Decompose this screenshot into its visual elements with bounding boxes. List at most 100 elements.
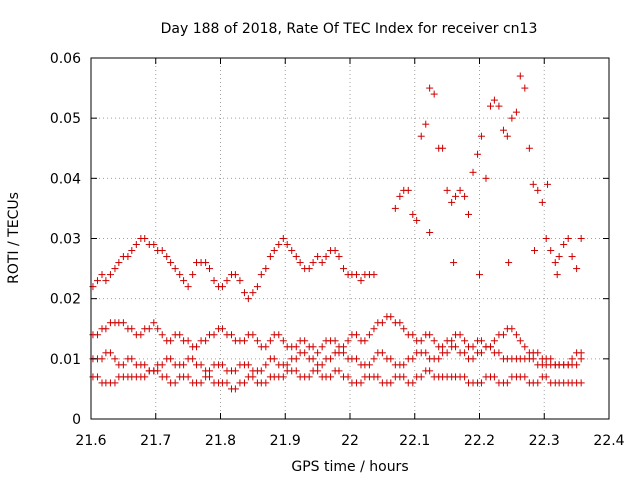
data-point	[547, 355, 555, 363]
data-point	[111, 379, 119, 387]
data-point	[543, 180, 551, 188]
x-axis-label: GPS time / hours	[291, 459, 408, 475]
data-point	[487, 102, 495, 110]
data-point	[344, 373, 352, 381]
data-point	[184, 373, 192, 381]
data-point	[426, 228, 434, 236]
x-tick-label: 22.1	[399, 433, 430, 449]
data-point	[150, 319, 158, 327]
data-point	[205, 367, 213, 375]
data-point	[93, 373, 101, 381]
data-point	[555, 253, 563, 261]
data-point	[119, 361, 127, 369]
data-point	[340, 349, 348, 357]
data-point	[193, 343, 201, 351]
data-point	[257, 367, 265, 375]
data-point	[352, 355, 360, 363]
data-point	[396, 192, 404, 200]
data-point	[262, 265, 270, 273]
data-point	[236, 277, 244, 285]
data-point	[450, 259, 458, 267]
data-point	[197, 361, 205, 369]
data-point	[167, 355, 175, 363]
data-point	[422, 120, 430, 128]
data-point	[145, 325, 153, 333]
data-point	[560, 241, 568, 249]
x-tick-label: 21.9	[270, 433, 301, 449]
data-point	[477, 349, 485, 357]
data-point	[314, 349, 322, 357]
data-point	[477, 379, 485, 387]
data-point	[461, 373, 469, 381]
data-point	[98, 355, 106, 363]
data-point	[141, 235, 149, 242]
y-tick-labels: 0 0.01 0.02 0.03 0.04 0.05 0.06	[50, 51, 81, 428]
data-point	[474, 150, 482, 158]
data-point	[409, 210, 417, 218]
data-point	[378, 319, 386, 327]
data-point	[262, 361, 270, 369]
data-point	[495, 349, 503, 357]
data-point	[279, 337, 287, 345]
data-point	[573, 361, 581, 369]
data-point	[184, 283, 192, 291]
data-point	[378, 349, 386, 357]
data-point	[102, 325, 110, 333]
data-point	[262, 343, 270, 351]
grid-lines	[91, 58, 609, 419]
data-point	[150, 241, 158, 249]
data-point	[318, 343, 326, 351]
data-point	[461, 337, 469, 345]
data-point	[505, 259, 513, 267]
data-point	[430, 90, 438, 98]
data-point	[430, 337, 438, 345]
data-point	[331, 247, 339, 255]
data-point	[189, 271, 197, 279]
data-point	[176, 271, 184, 279]
data-point	[461, 349, 469, 357]
x-tick-label: 22.4	[593, 433, 624, 449]
data-point	[521, 373, 529, 381]
data-point	[335, 367, 343, 375]
data-point	[309, 343, 317, 351]
data-point	[176, 331, 184, 339]
data-point	[413, 216, 421, 224]
data-point	[301, 337, 309, 345]
data-point	[111, 355, 119, 363]
data-point	[244, 361, 252, 369]
data-point	[283, 241, 291, 249]
data-point	[141, 361, 149, 369]
data-point	[249, 373, 257, 381]
data-point	[516, 72, 524, 80]
x-tick-label: 22.3	[529, 433, 560, 449]
data-point	[476, 271, 483, 279]
data-point	[197, 379, 205, 387]
data-point	[534, 379, 542, 387]
data-point	[512, 108, 520, 116]
data-point	[469, 343, 477, 351]
data-point	[521, 84, 529, 92]
data-point	[534, 349, 542, 357]
data-point	[205, 265, 213, 273]
data-point	[218, 283, 226, 291]
x-tick-label: 21.8	[205, 433, 236, 449]
data-point	[275, 241, 283, 249]
data-point	[357, 277, 365, 285]
data-point	[435, 355, 443, 363]
data-point	[111, 265, 119, 273]
data-point	[404, 186, 412, 194]
data-point	[387, 313, 395, 321]
data-point	[128, 325, 136, 333]
y-axis-label: ROTI / TECUs	[6, 192, 22, 284]
y-tick-label: 0.05	[50, 111, 81, 127]
data-point	[387, 355, 395, 363]
data-point	[301, 349, 309, 357]
data-point	[529, 355, 537, 363]
data-point	[240, 289, 248, 297]
data-point	[202, 337, 210, 345]
data-point	[327, 373, 335, 381]
data-point	[158, 361, 166, 369]
data-point	[231, 385, 239, 393]
data-point	[292, 343, 300, 351]
data-point	[568, 355, 576, 363]
